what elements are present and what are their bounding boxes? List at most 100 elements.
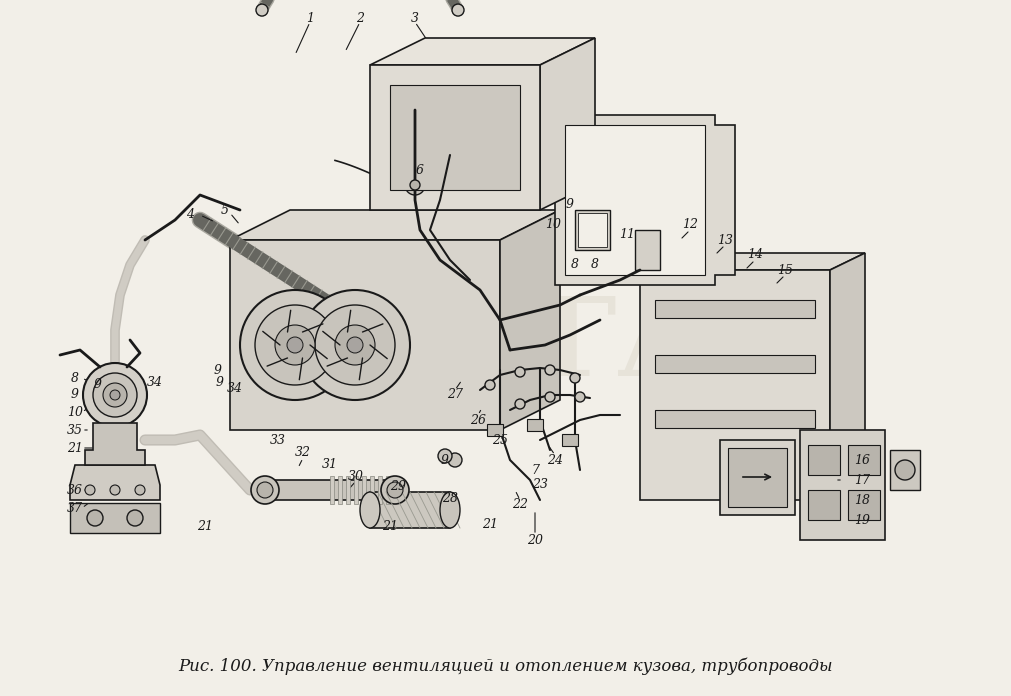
Circle shape — [93, 373, 136, 417]
Polygon shape — [829, 253, 864, 500]
Polygon shape — [370, 476, 374, 504]
Circle shape — [438, 449, 452, 463]
Text: Рис. 100. Управление вентиляцией и отоплением кузова, трубопроводы: Рис. 100. Управление вентиляцией и отопл… — [179, 657, 832, 674]
Text: 23: 23 — [532, 479, 548, 491]
Polygon shape — [800, 430, 885, 540]
Text: 16: 16 — [853, 454, 869, 466]
Text: 9: 9 — [215, 376, 223, 388]
Polygon shape — [527, 419, 543, 431]
Polygon shape — [229, 210, 559, 240]
Circle shape — [287, 337, 302, 353]
Polygon shape — [554, 115, 734, 285]
Text: 1: 1 — [305, 12, 313, 24]
Text: 15: 15 — [776, 264, 793, 276]
Polygon shape — [639, 270, 829, 500]
Polygon shape — [727, 448, 787, 507]
Text: 34: 34 — [226, 381, 243, 395]
Text: 5: 5 — [220, 203, 228, 216]
Circle shape — [347, 337, 363, 353]
Polygon shape — [574, 210, 610, 250]
Circle shape — [134, 485, 145, 495]
Text: 37: 37 — [67, 502, 83, 514]
Polygon shape — [639, 253, 864, 270]
Polygon shape — [847, 445, 880, 475]
Text: 19: 19 — [853, 514, 869, 526]
Text: 34: 34 — [147, 377, 163, 390]
Polygon shape — [654, 300, 814, 318]
Polygon shape — [540, 38, 594, 210]
Text: 14: 14 — [746, 248, 762, 262]
Polygon shape — [370, 492, 450, 528]
Circle shape — [894, 460, 914, 480]
Text: 32: 32 — [295, 447, 310, 459]
Circle shape — [126, 510, 143, 526]
Polygon shape — [70, 503, 160, 533]
Polygon shape — [499, 210, 559, 430]
Circle shape — [103, 383, 126, 407]
Circle shape — [409, 180, 420, 190]
Polygon shape — [561, 434, 577, 446]
Text: 21: 21 — [197, 521, 212, 534]
Circle shape — [110, 390, 120, 400]
Text: 27: 27 — [447, 388, 463, 402]
Circle shape — [257, 482, 273, 498]
Polygon shape — [354, 476, 358, 504]
Circle shape — [256, 4, 268, 16]
Text: 8: 8 — [570, 258, 578, 271]
Circle shape — [85, 485, 95, 495]
Text: 8: 8 — [71, 372, 79, 384]
Polygon shape — [807, 490, 839, 520]
Text: 36: 36 — [67, 484, 83, 496]
Text: 9: 9 — [71, 388, 79, 402]
Text: 4: 4 — [186, 209, 194, 221]
Polygon shape — [807, 445, 839, 475]
Text: 10: 10 — [67, 406, 83, 418]
Circle shape — [386, 482, 402, 498]
Text: 10: 10 — [545, 219, 560, 232]
Text: 29: 29 — [389, 480, 405, 493]
Text: 35: 35 — [67, 423, 83, 436]
Polygon shape — [634, 230, 659, 270]
Text: 9: 9 — [565, 198, 573, 212]
Circle shape — [515, 367, 525, 377]
Text: 21: 21 — [481, 519, 497, 532]
Circle shape — [251, 476, 279, 504]
Text: 30: 30 — [348, 470, 364, 482]
Polygon shape — [719, 440, 795, 515]
Polygon shape — [362, 476, 366, 504]
Text: 7: 7 — [531, 464, 539, 477]
Text: 3: 3 — [410, 12, 419, 24]
Polygon shape — [346, 476, 350, 504]
Polygon shape — [654, 410, 814, 428]
Polygon shape — [889, 450, 919, 490]
Circle shape — [83, 363, 147, 427]
Ellipse shape — [440, 492, 460, 528]
Circle shape — [335, 325, 375, 365]
Polygon shape — [229, 240, 499, 430]
Circle shape — [380, 476, 408, 504]
Text: 33: 33 — [270, 434, 286, 447]
Circle shape — [452, 4, 464, 16]
Text: 17: 17 — [853, 473, 869, 487]
Polygon shape — [85, 423, 145, 465]
Circle shape — [87, 510, 103, 526]
Text: 6: 6 — [416, 164, 424, 177]
Text: 21: 21 — [67, 441, 83, 454]
Circle shape — [240, 290, 350, 400]
Text: 12: 12 — [681, 219, 698, 232]
Circle shape — [448, 453, 462, 467]
Text: 25: 25 — [491, 434, 508, 447]
Circle shape — [545, 365, 554, 375]
Circle shape — [404, 175, 425, 195]
Ellipse shape — [360, 492, 379, 528]
Text: 9: 9 — [441, 454, 449, 466]
Polygon shape — [564, 125, 705, 275]
Polygon shape — [330, 476, 334, 504]
Polygon shape — [486, 424, 502, 436]
Polygon shape — [265, 480, 394, 500]
Text: 11: 11 — [619, 228, 634, 242]
Text: ВОЛГА: ВОЛГА — [252, 292, 708, 399]
Polygon shape — [577, 213, 607, 247]
Polygon shape — [389, 85, 520, 190]
Text: 31: 31 — [321, 459, 338, 471]
